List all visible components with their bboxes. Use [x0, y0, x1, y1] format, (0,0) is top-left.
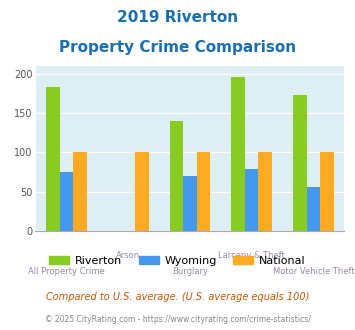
Bar: [258, 152, 272, 231]
Bar: [60, 172, 73, 231]
Text: © 2025 CityRating.com - https://www.cityrating.com/crime-statistics/: © 2025 CityRating.com - https://www.city…: [45, 315, 310, 324]
Text: Larceny & Theft: Larceny & Theft: [218, 251, 285, 260]
Bar: [320, 152, 334, 231]
Bar: [293, 95, 307, 231]
Text: Arson: Arson: [116, 251, 140, 260]
Bar: [73, 152, 87, 231]
Text: Compared to U.S. average. (U.S. average equals 100): Compared to U.S. average. (U.S. average …: [46, 292, 309, 302]
Bar: [170, 121, 183, 231]
Bar: [231, 77, 245, 231]
Text: Property Crime Comparison: Property Crime Comparison: [59, 40, 296, 54]
Bar: [135, 152, 148, 231]
Text: All Property Crime: All Property Crime: [28, 267, 105, 276]
Bar: [46, 87, 60, 231]
Text: Burglary: Burglary: [172, 267, 208, 276]
Bar: [245, 169, 258, 231]
Bar: [197, 152, 210, 231]
Legend: Riverton, Wyoming, National: Riverton, Wyoming, National: [45, 251, 310, 270]
Text: 2019 Riverton: 2019 Riverton: [117, 10, 238, 25]
Bar: [307, 187, 320, 231]
Bar: [183, 176, 197, 231]
Text: Motor Vehicle Theft: Motor Vehicle Theft: [273, 267, 354, 276]
